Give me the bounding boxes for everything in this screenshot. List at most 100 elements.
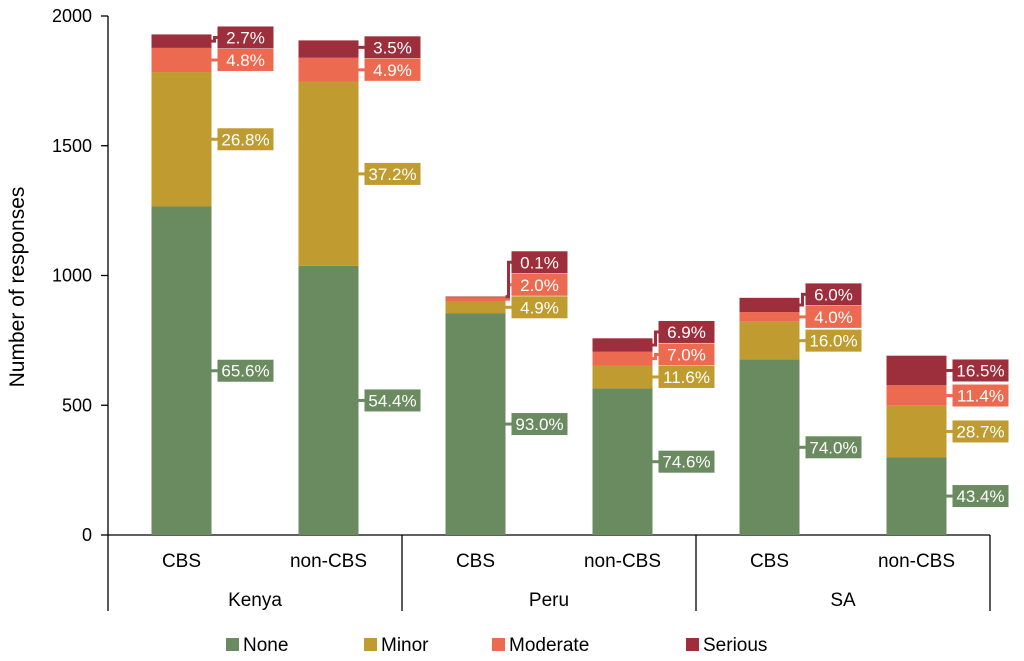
bar-segment-moderate-3 (592, 351, 653, 366)
data-label-box (805, 283, 862, 306)
bar-segment-serious-2 (445, 296, 506, 298)
label-leader-line (211, 35, 218, 43)
bar-segment-serious-4 (739, 297, 800, 313)
legend-label: None (243, 635, 288, 656)
bar-segment-none-4 (739, 359, 800, 535)
bar-segment-minor-4 (739, 321, 800, 360)
y-tick-label: 2000 (52, 6, 92, 26)
x-category-label: CBS (162, 551, 201, 572)
bar-segment-minor-5 (886, 405, 947, 458)
data-label: 4.9% (520, 298, 559, 317)
legend-swatch-none (226, 638, 239, 651)
data-label: 3.5% (373, 38, 412, 57)
legend: None Minor Moderate Serious (226, 635, 767, 656)
data-label-box (511, 273, 568, 296)
data-label-box (511, 413, 568, 436)
bar-segment-minor-2 (445, 301, 506, 314)
bar-segment-none-3 (592, 388, 653, 535)
legend-label: Minor (381, 635, 429, 656)
bar-segment-moderate-2 (445, 296, 506, 302)
x-group-label: SA (830, 590, 856, 611)
data-label-box (217, 48, 274, 71)
data-label: 4.9% (373, 61, 412, 80)
data-label: 65.6% (221, 362, 269, 381)
data-label-box (217, 359, 274, 382)
x-category-label: non-CBS (290, 551, 367, 572)
data-label-box (805, 305, 862, 328)
label-leader-line (505, 260, 512, 299)
data-label: 16.0% (809, 332, 857, 351)
data-label-box (511, 251, 568, 274)
x-axis: CBS non-CBS Kenya CBS non-CBS Peru CBS non-CBS S… (107, 535, 991, 611)
data-label: 26.8% (221, 130, 269, 149)
data-label-box (658, 450, 715, 473)
legend-swatch-serious (686, 638, 699, 651)
bar-segment-none-2 (445, 313, 506, 535)
legend-swatch-minor (364, 638, 377, 651)
bar-segment-serious-1 (298, 40, 359, 58)
data-label: 11.4% (957, 387, 1004, 406)
x-category-label: CBS (750, 551, 789, 572)
data-label-box (952, 485, 1009, 508)
data-label-box (511, 296, 568, 319)
axes: 0 500 1000 1500 2000 (52, 6, 990, 545)
label-leader-line (799, 292, 806, 307)
data-label-box (952, 359, 1009, 382)
y-tick-label: 1500 (52, 136, 92, 156)
y-tick-label: 500 (62, 395, 92, 415)
data-label-box (658, 365, 715, 388)
data-label: 16.5% (956, 361, 1004, 380)
data-label-box (658, 320, 715, 343)
data-label: 6.9% (667, 323, 706, 342)
data-label: 2.7% (226, 28, 265, 47)
x-group-label: Peru (529, 590, 569, 611)
bar-segment-moderate-0 (151, 47, 212, 73)
x-category-label: non-CBS (584, 551, 661, 572)
y-tick-label: 0 (82, 525, 92, 545)
label-leader-line (652, 352, 659, 361)
data-label: 37.2% (368, 165, 416, 184)
y-tick-label: 1000 (52, 266, 92, 286)
data-labels: 65.6% 26.8% 4.8% 2.7% 54.4% 37.2% 4.9% 3.5% 93.0… (211, 26, 1009, 508)
data-label: 74.0% (809, 438, 857, 457)
data-label: 2.0% (520, 276, 559, 295)
bar-segment-moderate-5 (886, 385, 947, 406)
bar-segment-minor-1 (298, 81, 359, 266)
label-leader-line (652, 330, 659, 347)
data-label-box (952, 420, 1009, 443)
x-category-label: non-CBS (878, 551, 955, 572)
data-label-box (805, 436, 862, 459)
data-label-box (952, 384, 1009, 407)
data-label-box (217, 128, 274, 151)
bar-segment-none-1 (298, 265, 359, 535)
bar-segment-serious-3 (592, 338, 653, 352)
data-label-box (364, 58, 421, 81)
data-label: 54.4% (368, 391, 416, 410)
bar-segment-serious-5 (886, 355, 947, 386)
bar-segment-moderate-1 (298, 57, 359, 82)
legend-swatch-moderate (492, 638, 505, 651)
data-label-box (658, 343, 715, 366)
x-group-label: Kenya (228, 590, 282, 611)
data-label: 4.0% (814, 308, 853, 327)
data-label-box (364, 389, 421, 412)
bars (151, 34, 947, 535)
data-label: 93.0% (515, 415, 563, 434)
data-label: 43.4% (956, 487, 1004, 506)
bar-segment-minor-3 (592, 365, 653, 389)
legend-label: Serious (703, 635, 767, 656)
legend-label: Moderate (509, 635, 589, 656)
x-category-label: CBS (456, 551, 495, 572)
data-label: 7.0% (667, 345, 706, 364)
bar-segment-minor-0 (151, 72, 212, 207)
data-label-box (364, 36, 421, 59)
data-label-box (217, 26, 274, 49)
data-label: 6.0% (814, 285, 853, 304)
bar-segment-none-0 (151, 206, 212, 535)
bar-segment-none-5 (886, 457, 947, 535)
data-label: 74.6% (662, 453, 710, 472)
data-label: 11.6% (663, 368, 710, 387)
y-axis-title: Number of responses (6, 187, 29, 388)
data-label-box (805, 329, 862, 352)
